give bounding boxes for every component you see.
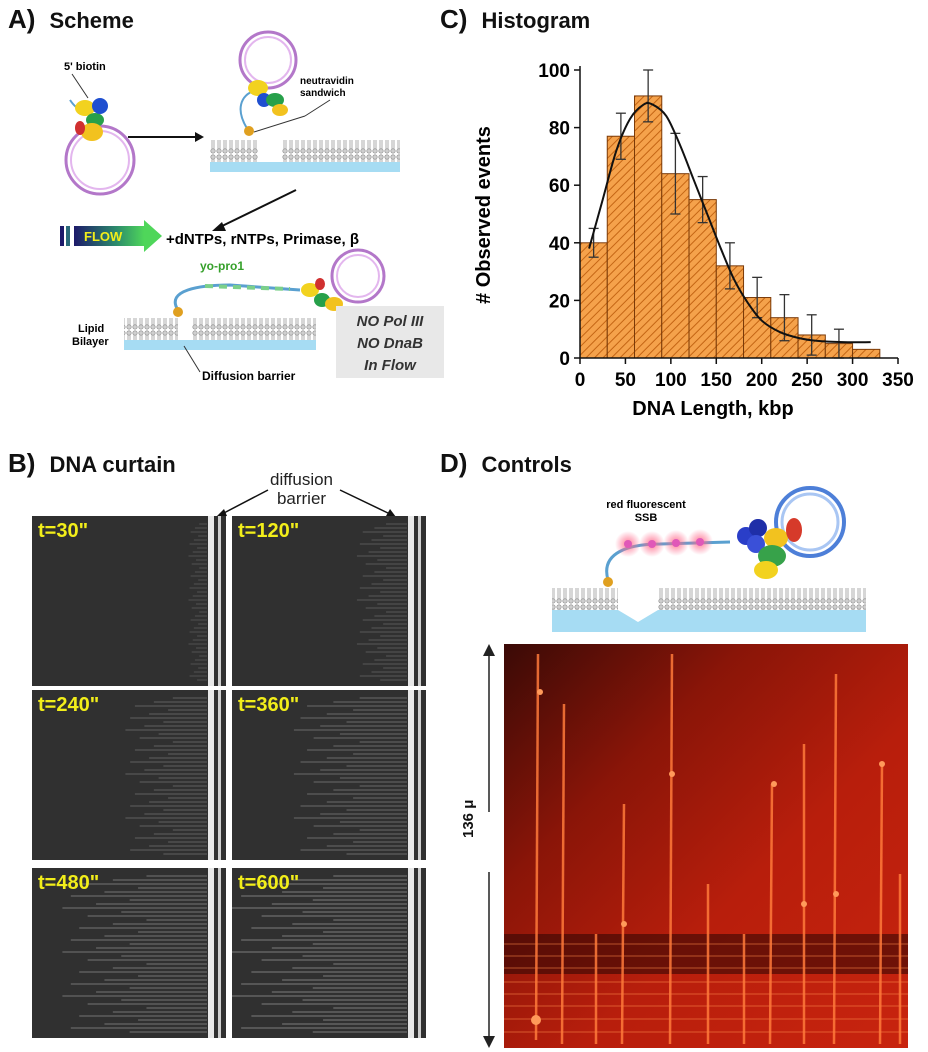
diffusion-barrier-label: diffusion barrier <box>270 470 334 508</box>
panel-b-title: DNA curtain <box>49 452 176 477</box>
panel-c-title: Histogram <box>481 8 591 33</box>
curtain-frame-0: t=30" <box>32 516 226 686</box>
panel-a-heading: A) Scheme <box>8 4 134 35</box>
error-bar-5 <box>724 242 735 290</box>
y-tick-label-5: 100 <box>538 61 570 82</box>
frame-time-label: t=30" <box>38 520 89 542</box>
fit-curve <box>588 101 871 344</box>
arrow-up-icon <box>483 644 495 656</box>
arrow-diagonal-icon <box>212 222 226 231</box>
note-box <box>336 306 444 378</box>
y-tick-label-4: 80 <box>549 119 570 140</box>
error-bar-8 <box>806 314 817 356</box>
fluorescence-image <box>504 644 908 1048</box>
x-tick-label-7: 350 <box>882 370 914 391</box>
arrow-down-icon <box>483 1036 495 1048</box>
curtain-frame-2: t=240" <box>32 690 226 860</box>
curtain-frame-1: t=120" <box>232 516 426 686</box>
barrier-arrows <box>216 489 396 517</box>
arrow-right-icon <box>195 132 204 142</box>
label-neutravidin-line1: neutravidin <box>300 76 354 87</box>
reagents-label: +dNTPs, rNTPs, Primase, β <box>166 231 359 248</box>
frame-time-label: t=600" <box>238 872 300 894</box>
panel-c-heading: C) Histogram <box>440 4 590 35</box>
panel-d-heading: D) Controls <box>440 448 572 479</box>
bilayer-top <box>210 140 400 172</box>
replisome-complex-1 <box>64 98 136 196</box>
panel-b-letter: B) <box>8 448 36 478</box>
bar-4 <box>688 199 717 359</box>
panel-d-title: Controls <box>481 452 572 477</box>
flow-arrow: FLOW <box>60 220 162 252</box>
curtain-frame-3: t=360" <box>232 690 426 860</box>
note-line-2: NO DnaB <box>357 335 423 352</box>
dye-label: yo-pro1 <box>200 259 244 273</box>
scale-bar-label: 136 μ <box>460 799 477 838</box>
y-tick-label-1: 20 <box>549 291 570 312</box>
x-tick-label-5: 250 <box>791 370 823 391</box>
scale-bar <box>478 644 500 1048</box>
x-axis-label: DNA Length, kbp <box>632 398 793 420</box>
error-bar-6 <box>752 276 763 319</box>
y-tick-label-0: 0 <box>559 349 570 370</box>
barrier-label: Diffusion barrier <box>202 369 296 383</box>
label-neutravidin-line2: sandwich <box>300 88 346 99</box>
lipid-label-line2: Bilayer <box>72 336 109 348</box>
frame-time-label: t=120" <box>238 520 300 542</box>
frame-time-label: t=240" <box>38 694 100 716</box>
y-axis-label: # Observed events <box>473 126 495 304</box>
curtain-frame-5: t=600" <box>232 868 426 1038</box>
flow-label: FLOW <box>84 229 123 244</box>
panel-a-letter: A) <box>8 4 36 34</box>
panel-c-letter: C) <box>440 4 468 34</box>
stretched-dna <box>173 248 386 317</box>
ssb-proteins <box>615 529 713 557</box>
frame-time-label: t=480" <box>38 872 100 894</box>
x-tick-label-3: 150 <box>700 370 732 391</box>
x-tick-label-0: 0 <box>575 370 586 391</box>
frame-time-label: t=360" <box>238 694 300 716</box>
x-tick-label-2: 100 <box>655 370 687 391</box>
replisome-complex-3 <box>737 518 802 579</box>
bar-10 <box>852 348 881 359</box>
y-tick-label-2: 40 <box>549 234 570 255</box>
ssb-label-line2: SSB <box>635 512 658 524</box>
bilayer-bottom <box>124 318 316 350</box>
histogram-chart: 0 20 40 60 80 100 0 50 100 150 200 250 300 350 # Obse… <box>473 61 914 420</box>
note-line-3: In Flow <box>364 357 417 374</box>
x-tick-label-6: 300 <box>837 370 869 391</box>
note-line-1: NO Pol III <box>357 313 425 330</box>
error-bar-2 <box>643 69 654 123</box>
controls-scheme: red fluorescent SSB <box>552 486 866 632</box>
lipid-label-line1: Lipid <box>78 323 104 335</box>
error-bar-4 <box>697 175 708 224</box>
curtain-frame-4: t=480" <box>32 868 226 1038</box>
y-tick-label-3: 60 <box>549 176 570 197</box>
ssb-label-line1: red fluorescent <box>606 499 686 511</box>
label-5-biotin: 5' biotin <box>64 61 106 73</box>
panel-b-heading: B) DNA curtain <box>8 448 176 479</box>
bar-2 <box>634 95 663 359</box>
replisome-complex-2 <box>238 30 298 136</box>
bar-0 <box>579 242 608 359</box>
panel-a-scheme: 5' biotin neutravidin sandwich FLOW +dNT… <box>60 30 444 383</box>
x-tick-label-1: 50 <box>615 370 636 391</box>
panel-a-title: Scheme <box>49 8 134 33</box>
x-tick-label-4: 200 <box>746 370 778 391</box>
panel-d-letter: D) <box>440 448 468 478</box>
